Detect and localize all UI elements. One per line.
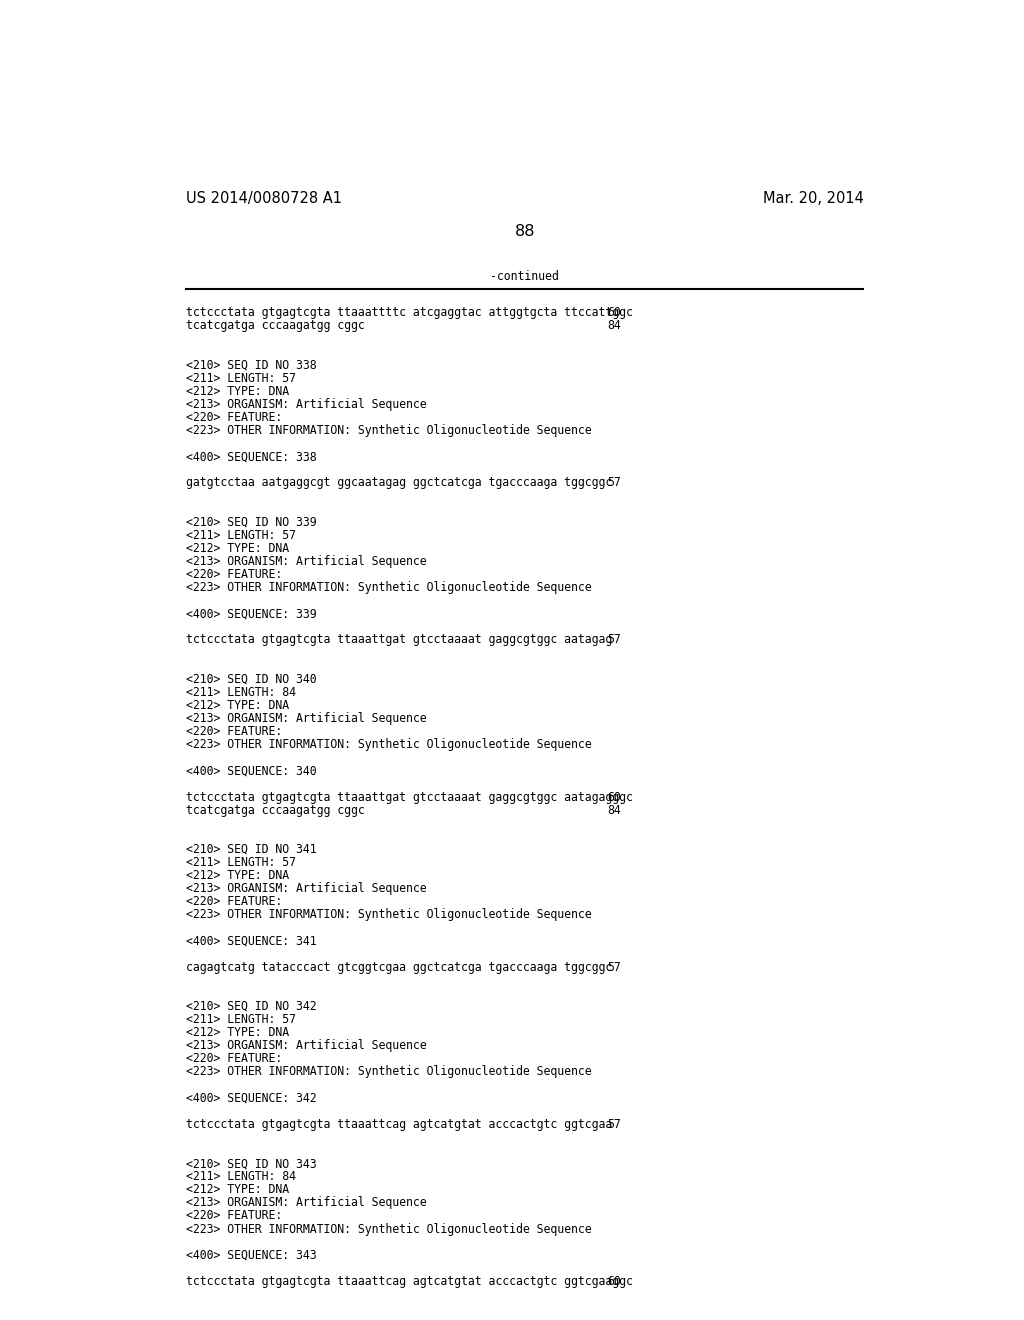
Text: <210> SEQ ID NO 338: <210> SEQ ID NO 338	[186, 359, 316, 372]
Text: <220> FEATURE:: <220> FEATURE:	[186, 725, 283, 738]
Text: <212> TYPE: DNA: <212> TYPE: DNA	[186, 1183, 289, 1196]
Text: <210> SEQ ID NO 340: <210> SEQ ID NO 340	[186, 673, 316, 686]
Text: -continued: -continued	[490, 269, 559, 282]
Text: <400> SEQUENCE: 339: <400> SEQUENCE: 339	[186, 607, 316, 620]
Text: <210> SEQ ID NO 343: <210> SEQ ID NO 343	[186, 1158, 316, 1170]
Text: tctccctata gtgagtcgta ttaaattcag agtcatgtat acccactgtc ggtcgaa: tctccctata gtgagtcgta ttaaattcag agtcatg…	[186, 1118, 612, 1131]
Text: tcatcgatga cccaagatgg cggc: tcatcgatga cccaagatgg cggc	[186, 804, 365, 817]
Text: tctccctata gtgagtcgta ttaaattgat gtcctaaaat gaggcgtggc aatagagggc: tctccctata gtgagtcgta ttaaattgat gtcctaa…	[186, 791, 633, 804]
Text: <212> TYPE: DNA: <212> TYPE: DNA	[186, 385, 289, 397]
Text: <400> SEQUENCE: 340: <400> SEQUENCE: 340	[186, 764, 316, 777]
Text: <400> SEQUENCE: 341: <400> SEQUENCE: 341	[186, 935, 316, 948]
Text: Mar. 20, 2014: Mar. 20, 2014	[763, 191, 863, 206]
Text: <210> SEQ ID NO 342: <210> SEQ ID NO 342	[186, 1001, 316, 1012]
Text: <223> OTHER INFORMATION: Synthetic Oligonucleotide Sequence: <223> OTHER INFORMATION: Synthetic Oligo…	[186, 581, 592, 594]
Text: 60: 60	[607, 1275, 621, 1288]
Text: <212> TYPE: DNA: <212> TYPE: DNA	[186, 869, 289, 882]
Text: US 2014/0080728 A1: US 2014/0080728 A1	[186, 191, 342, 206]
Text: 57: 57	[607, 1118, 621, 1131]
Text: <220> FEATURE:: <220> FEATURE:	[186, 1209, 283, 1222]
Text: <220> FEATURE:: <220> FEATURE:	[186, 1052, 283, 1065]
Text: <211> LENGTH: 57: <211> LENGTH: 57	[186, 855, 296, 869]
Text: tctccctata gtgagtcgta ttaaattcag agtcatgtat acccactgtc ggtcgaaggc: tctccctata gtgagtcgta ttaaattcag agtcatg…	[186, 1275, 633, 1288]
Text: 84: 84	[607, 319, 621, 333]
Text: <400> SEQUENCE: 338: <400> SEQUENCE: 338	[186, 450, 316, 463]
Text: <213> ORGANISM: Artificial Sequence: <213> ORGANISM: Artificial Sequence	[186, 882, 427, 895]
Text: <212> TYPE: DNA: <212> TYPE: DNA	[186, 543, 289, 554]
Text: <211> LENGTH: 84: <211> LENGTH: 84	[186, 1170, 296, 1183]
Text: <212> TYPE: DNA: <212> TYPE: DNA	[186, 700, 289, 711]
Text: <213> ORGANISM: Artificial Sequence: <213> ORGANISM: Artificial Sequence	[186, 397, 427, 411]
Text: <211> LENGTH: 57: <211> LENGTH: 57	[186, 1014, 296, 1026]
Text: <211> LENGTH: 57: <211> LENGTH: 57	[186, 372, 296, 384]
Text: <211> LENGTH: 57: <211> LENGTH: 57	[186, 529, 296, 541]
Text: <400> SEQUENCE: 343: <400> SEQUENCE: 343	[186, 1249, 316, 1262]
Text: tctccctata gtgagtcgta ttaaattttc atcgaggtac attggtgcta ttccattggc: tctccctata gtgagtcgta ttaaattttc atcgagg…	[186, 306, 633, 319]
Text: tcatcgatga cccaagatgg cggc: tcatcgatga cccaagatgg cggc	[186, 319, 365, 333]
Text: <223> OTHER INFORMATION: Synthetic Oligonucleotide Sequence: <223> OTHER INFORMATION: Synthetic Oligo…	[186, 424, 592, 437]
Text: <223> OTHER INFORMATION: Synthetic Oligonucleotide Sequence: <223> OTHER INFORMATION: Synthetic Oligo…	[186, 908, 592, 921]
Text: <213> ORGANISM: Artificial Sequence: <213> ORGANISM: Artificial Sequence	[186, 1039, 427, 1052]
Text: <400> SEQUENCE: 342: <400> SEQUENCE: 342	[186, 1092, 316, 1105]
Text: 57: 57	[607, 477, 621, 490]
Text: <223> OTHER INFORMATION: Synthetic Oligonucleotide Sequence: <223> OTHER INFORMATION: Synthetic Oligo…	[186, 1065, 592, 1078]
Text: <213> ORGANISM: Artificial Sequence: <213> ORGANISM: Artificial Sequence	[186, 554, 427, 568]
Text: <210> SEQ ID NO 339: <210> SEQ ID NO 339	[186, 516, 316, 529]
Text: gatgtcctaa aatgaggcgt ggcaatagag ggctcatcga tgacccaaga tggcggc: gatgtcctaa aatgaggcgt ggcaatagag ggctcat…	[186, 477, 612, 490]
Text: <220> FEATURE:: <220> FEATURE:	[186, 411, 283, 424]
Text: tctccctata gtgagtcgta ttaaattgat gtcctaaaat gaggcgtggc aatagag: tctccctata gtgagtcgta ttaaattgat gtcctaa…	[186, 634, 612, 647]
Text: <213> ORGANISM: Artificial Sequence: <213> ORGANISM: Artificial Sequence	[186, 1196, 427, 1209]
Text: <223> OTHER INFORMATION: Synthetic Oligonucleotide Sequence: <223> OTHER INFORMATION: Synthetic Oligo…	[186, 738, 592, 751]
Text: <220> FEATURE:: <220> FEATURE:	[186, 895, 283, 908]
Text: <220> FEATURE:: <220> FEATURE:	[186, 568, 283, 581]
Text: 60: 60	[607, 306, 621, 319]
Text: 60: 60	[607, 791, 621, 804]
Text: 84: 84	[607, 804, 621, 817]
Text: <211> LENGTH: 84: <211> LENGTH: 84	[186, 686, 296, 698]
Text: 88: 88	[514, 224, 536, 239]
Text: <210> SEQ ID NO 341: <210> SEQ ID NO 341	[186, 843, 316, 855]
Text: <212> TYPE: DNA: <212> TYPE: DNA	[186, 1026, 289, 1039]
Text: 57: 57	[607, 634, 621, 647]
Text: cagagtcatg tatacccact gtcggtcgaa ggctcatcga tgacccaaga tggcggc: cagagtcatg tatacccact gtcggtcgaa ggctcat…	[186, 961, 612, 974]
Text: <223> OTHER INFORMATION: Synthetic Oligonucleotide Sequence: <223> OTHER INFORMATION: Synthetic Oligo…	[186, 1222, 592, 1236]
Text: 57: 57	[607, 961, 621, 974]
Text: <213> ORGANISM: Artificial Sequence: <213> ORGANISM: Artificial Sequence	[186, 711, 427, 725]
